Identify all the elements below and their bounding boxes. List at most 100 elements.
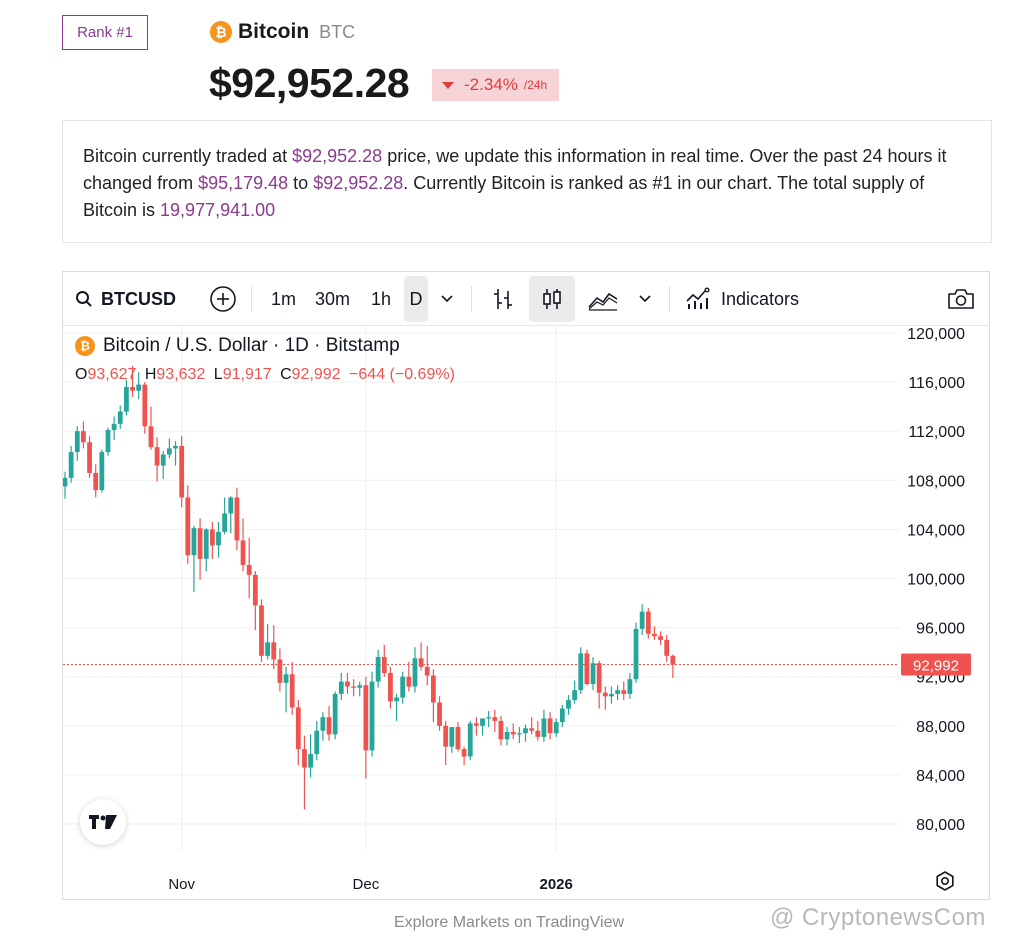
candle-body xyxy=(578,653,584,691)
candle-body xyxy=(117,411,123,424)
candle-body xyxy=(81,431,86,443)
candle-body xyxy=(185,497,191,556)
bar-style-button[interactable] xyxy=(487,276,519,322)
candle-body xyxy=(523,728,528,734)
price-chart[interactable]: 120,000 116,000 112,000 108,000 104,000 100,0… xyxy=(63,326,989,899)
open-label: O xyxy=(75,366,88,383)
info-from: $95,179.48 xyxy=(198,173,289,193)
info-price: $92,952.28 xyxy=(292,146,383,166)
interval-label: 1h xyxy=(371,288,392,309)
candle-body xyxy=(572,690,578,701)
candle-body xyxy=(326,717,332,735)
down-triangle-icon xyxy=(442,81,454,89)
tradingview-logo[interactable] xyxy=(80,799,126,845)
interval-1m[interactable]: 1m xyxy=(263,276,304,322)
interval-1h[interactable]: 1h xyxy=(363,276,399,322)
chevron-down-icon xyxy=(639,295,651,303)
y-tick-label: 80,000 xyxy=(916,817,965,834)
candle-body xyxy=(431,675,436,703)
interval-30m[interactable]: 30m xyxy=(307,276,358,322)
info-text: Bitcoin currently traded at xyxy=(83,146,293,166)
candle-body xyxy=(289,674,295,708)
candle-body xyxy=(314,730,320,755)
candle-body xyxy=(154,447,160,466)
candle-body xyxy=(652,633,657,637)
series-title: Bitcoin / U.S. Dollar · 1D · Bitstamp xyxy=(103,335,400,356)
candle-body xyxy=(265,642,271,656)
indicators-label: Indicators xyxy=(721,288,800,309)
candle-body xyxy=(473,723,479,726)
candle-body xyxy=(443,725,449,747)
candle-body xyxy=(240,540,246,565)
chart-settings-button[interactable] xyxy=(934,870,956,897)
candle-body xyxy=(203,529,209,559)
coin-header: ₿ Bitcoin BTC xyxy=(210,20,355,44)
info-text: . Currently Bitcoin is ranked as #1 in o… xyxy=(83,173,925,220)
candle-body xyxy=(271,642,277,660)
change-value: -2.34% xyxy=(464,75,518,94)
interval-label: 1m xyxy=(271,288,297,309)
candle-body xyxy=(553,722,559,734)
snapshot-button[interactable] xyxy=(945,276,977,322)
candle-body xyxy=(621,690,627,694)
candle-body xyxy=(615,690,620,694)
change-value: −644 (−0.69%) xyxy=(349,366,455,383)
search-icon xyxy=(76,291,92,307)
candle-body xyxy=(510,731,516,735)
candle-body xyxy=(375,657,381,682)
low-label: L xyxy=(213,366,223,383)
candle-body xyxy=(461,749,467,757)
candle-body xyxy=(302,749,307,768)
close-value: 92,992 xyxy=(291,366,341,383)
info-text: price, we update this information in rea… xyxy=(83,146,947,193)
chart-type-dropdown[interactable] xyxy=(635,276,655,322)
tradingview-logo-icon xyxy=(89,815,117,829)
candle-body xyxy=(87,442,92,473)
explore-link[interactable]: Explore Markets on TradingView xyxy=(394,914,625,931)
candle-body xyxy=(283,674,289,683)
candle-body xyxy=(357,685,363,688)
candle-body xyxy=(228,497,234,514)
candle-body xyxy=(111,423,117,430)
candle-body xyxy=(639,611,645,629)
change-badge: -2.34% /24h xyxy=(432,69,560,101)
interval-dropdown[interactable] xyxy=(437,276,457,322)
candle-body xyxy=(222,513,228,532)
candle-body xyxy=(388,673,393,702)
candle-body xyxy=(584,653,590,685)
chart-toolbar: BTCUSD 1m 30m 1h D Indicators xyxy=(63,272,989,326)
x-tick-label: Dec xyxy=(353,876,380,893)
area-style-button[interactable] xyxy=(585,276,621,322)
candle-body xyxy=(148,426,154,448)
y-tick-label: 84,000 xyxy=(916,768,965,785)
plus-circle-icon xyxy=(210,286,236,312)
rank-badge: Rank #1 xyxy=(62,15,148,50)
last-price-badge xyxy=(901,653,971,676)
interval-d[interactable]: D xyxy=(404,276,428,322)
candle-body xyxy=(424,666,430,676)
candle-body xyxy=(191,528,197,556)
candle-body xyxy=(529,728,535,731)
candle-body xyxy=(480,718,485,726)
candle-body xyxy=(63,477,68,487)
tradingview-widget: BTCUSD 1m 30m 1h D Indicators xyxy=(62,271,990,900)
candle-body xyxy=(308,754,313,768)
candle-body xyxy=(658,636,663,640)
candle-body xyxy=(74,431,80,453)
compare-button[interactable] xyxy=(209,276,237,322)
chevron-down-icon xyxy=(441,295,453,303)
candle-body xyxy=(363,685,369,751)
indicators-button[interactable]: Indicators xyxy=(685,276,799,322)
y-tick-label: 96,000 xyxy=(916,621,965,638)
candle-body xyxy=(602,692,608,697)
toolbar-divider xyxy=(669,286,670,312)
candle-body xyxy=(535,730,541,737)
candle-body xyxy=(320,717,326,731)
candle-body xyxy=(142,384,148,427)
y-tick-label: 88,000 xyxy=(916,719,965,736)
y-tick-label: 104,000 xyxy=(907,522,965,539)
low-value: 91,917 xyxy=(222,366,272,383)
ohlc-legend: O93,627 H93,632 L91,917 C92,992 −644 (−0… xyxy=(75,366,455,384)
candles-style-button[interactable] xyxy=(529,276,575,322)
symbol-search[interactable]: BTCUSD xyxy=(75,276,176,322)
